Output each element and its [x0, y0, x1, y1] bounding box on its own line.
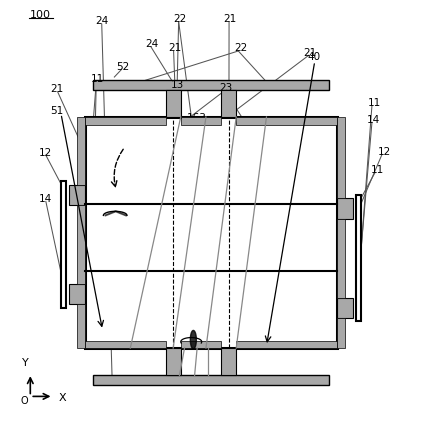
Text: 11: 11 [370, 165, 384, 175]
Bar [181, 341, 222, 348]
Text: X: X [58, 393, 66, 404]
Bar [85, 117, 337, 348]
Polygon shape [190, 330, 196, 349]
Bar [337, 198, 353, 219]
Text: 100: 100 [30, 10, 51, 20]
Bar [78, 205, 85, 284]
Text: 21: 21 [50, 84, 63, 94]
Text: 22: 22 [234, 44, 247, 53]
Text: Y: Y [22, 358, 29, 368]
Bar [181, 117, 222, 124]
Text: 40: 40 [307, 52, 321, 62]
Text: 23: 23 [219, 82, 232, 93]
Bar [236, 117, 337, 124]
Bar [337, 117, 345, 198]
Bar [236, 341, 337, 348]
Text: O: O [21, 396, 28, 406]
Text: 163: 163 [109, 118, 128, 127]
Bar [93, 80, 329, 90]
Bar [166, 348, 181, 375]
Text: 22: 22 [173, 14, 186, 24]
Text: 21: 21 [303, 48, 316, 58]
Bar [85, 117, 166, 124]
Text: 24: 24 [146, 39, 159, 49]
Bar [69, 184, 85, 205]
Text: 21: 21 [168, 43, 181, 53]
Bar [78, 117, 85, 184]
Bar [222, 348, 236, 375]
Text: 163: 163 [187, 113, 206, 123]
Text: 14: 14 [39, 194, 52, 204]
Text: 52: 52 [116, 61, 129, 71]
Bar [93, 375, 329, 385]
Text: 24: 24 [95, 16, 109, 26]
Text: 11: 11 [368, 98, 381, 108]
Bar [166, 90, 181, 117]
Bar [69, 284, 85, 304]
Bar [78, 304, 85, 348]
Text: 11: 11 [91, 74, 104, 84]
Bar [337, 298, 353, 318]
Text: 13: 13 [171, 80, 184, 90]
Bar [337, 318, 345, 348]
Bar [356, 195, 361, 321]
Bar [337, 219, 345, 298]
Text: 12: 12 [378, 147, 391, 157]
Text: 51: 51 [50, 106, 63, 115]
Text: 14: 14 [367, 115, 380, 125]
Text: 12: 12 [39, 148, 52, 158]
Bar [222, 90, 236, 117]
Bar [62, 181, 66, 308]
Text: 21: 21 [223, 14, 237, 24]
Bar [85, 341, 166, 348]
